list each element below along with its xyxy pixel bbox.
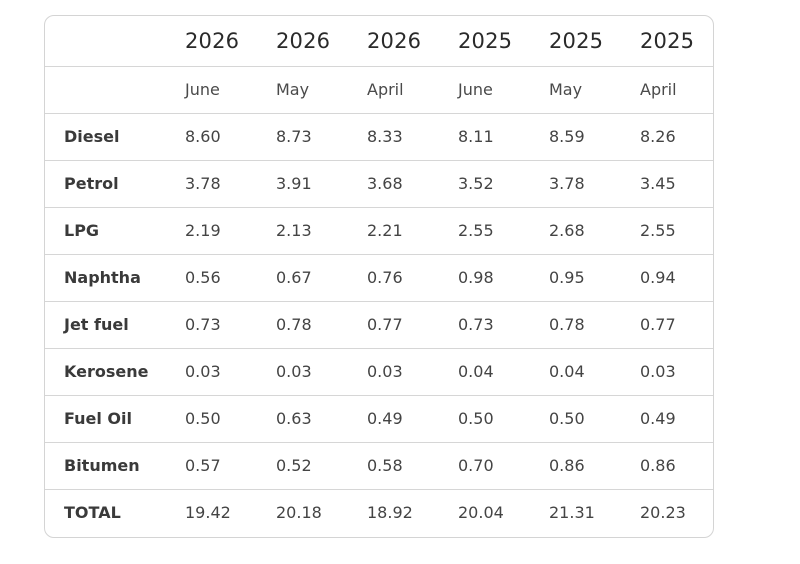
value-cell: 2.19	[185, 221, 221, 240]
value-cell: 0.78	[276, 315, 312, 334]
fuel-consumption-table: 2026 2026 2026 2025 2025 2025 June May A…	[45, 16, 713, 536]
row-label-cell: TOTAL	[64, 503, 121, 523]
value-cell: 0.03	[367, 362, 403, 381]
value-cell: 0.73	[458, 315, 494, 334]
month-header-cell: May	[276, 80, 310, 99]
value-cell: 3.45	[640, 174, 676, 193]
value-cell: 2.55	[458, 221, 494, 240]
value-cell: 0.49	[640, 409, 676, 428]
value-cell: 0.86	[640, 456, 676, 475]
row-label-cell: LPG	[64, 221, 100, 240]
year-header-row: 2026 2026 2026 2025 2025 2025	[45, 16, 713, 66]
month-header-cell: April	[367, 80, 404, 99]
month-header-cell: April	[640, 80, 677, 99]
row-label-cell: Jet fuel	[64, 315, 129, 334]
year-header-cell: 2026	[185, 28, 240, 53]
value-cell: 0.49	[367, 409, 403, 428]
value-cell: 20.18	[276, 503, 322, 523]
table-row: Jet fuel 0.73 0.78 0.77 0.73 0.78 0.77	[45, 301, 713, 348]
row-label-cell: Naphtha	[64, 268, 141, 287]
table-row: Bitumen 0.57 0.52 0.58 0.70 0.86 0.86	[45, 442, 713, 489]
table-row: Naphtha 0.56 0.67 0.76 0.98 0.95 0.94	[45, 254, 713, 301]
value-cell: 0.70	[458, 456, 494, 475]
month-header-cell: June	[185, 80, 220, 99]
year-header-cell: 2026	[367, 28, 422, 53]
value-cell: 3.78	[185, 174, 221, 193]
corner-month-cell	[45, 66, 171, 113]
value-cell: 0.67	[276, 268, 312, 287]
value-cell: 0.56	[185, 268, 221, 287]
value-cell: 8.26	[640, 127, 676, 146]
value-cell: 0.50	[185, 409, 221, 428]
value-cell: 0.77	[640, 315, 676, 334]
value-cell: 18.92	[367, 503, 413, 523]
value-cell: 2.13	[276, 221, 312, 240]
value-cell: 3.78	[549, 174, 585, 193]
year-header-cell: 2026	[276, 28, 331, 53]
month-header-cell: June	[458, 80, 493, 99]
year-header-cell: 2025	[458, 28, 513, 53]
value-cell: 0.58	[367, 456, 403, 475]
value-cell: 0.63	[276, 409, 312, 428]
value-cell: 3.91	[276, 174, 312, 193]
table-row: LPG 2.19 2.13 2.21 2.55 2.68 2.55	[45, 207, 713, 254]
value-cell: 0.95	[549, 268, 585, 287]
table-row: Petrol 3.78 3.91 3.68 3.52 3.78 3.45	[45, 160, 713, 207]
value-cell: 0.78	[549, 315, 585, 334]
value-cell: 19.42	[185, 503, 231, 523]
value-cell: 0.04	[549, 362, 585, 381]
fuel-consumption-table-card: 2026 2026 2026 2025 2025 2025 June May A…	[44, 15, 714, 538]
value-cell: 20.23	[640, 503, 686, 523]
value-cell: 0.52	[276, 456, 312, 475]
year-header-cell: 2025	[640, 28, 695, 53]
row-label-cell: Fuel Oil	[64, 409, 132, 428]
value-cell: 8.11	[458, 127, 494, 146]
value-cell: 20.04	[458, 503, 504, 523]
value-cell: 3.68	[367, 174, 403, 193]
month-header-row: June May April June May April	[45, 66, 713, 113]
value-cell: 0.03	[276, 362, 312, 381]
table-row: TOTAL 19.42 20.18 18.92 20.04 21.31 20.23	[45, 489, 713, 536]
value-cell: 0.57	[185, 456, 221, 475]
table-row: Fuel Oil 0.50 0.63 0.49 0.50 0.50 0.49	[45, 395, 713, 442]
value-cell: 8.60	[185, 127, 221, 146]
value-cell: 0.77	[367, 315, 403, 334]
value-cell: 21.31	[549, 503, 595, 523]
value-cell: 0.94	[640, 268, 676, 287]
value-cell: 0.03	[640, 362, 676, 381]
value-cell: 0.50	[458, 409, 494, 428]
table-row: Kerosene 0.03 0.03 0.03 0.04 0.04 0.03	[45, 348, 713, 395]
value-cell: 8.59	[549, 127, 585, 146]
year-header-cell: 2025	[549, 28, 604, 53]
value-cell: 0.50	[549, 409, 585, 428]
value-cell: 2.21	[367, 221, 403, 240]
corner-header-cell	[45, 16, 171, 66]
row-label-cell: Bitumen	[64, 456, 140, 475]
value-cell: 0.76	[367, 268, 403, 287]
row-label-cell: Kerosene	[64, 362, 149, 381]
value-cell: 0.86	[549, 456, 585, 475]
value-cell: 2.68	[549, 221, 585, 240]
row-label-cell: Petrol	[64, 174, 119, 193]
value-cell: 8.73	[276, 127, 312, 146]
value-cell: 0.04	[458, 362, 494, 381]
value-cell: 2.55	[640, 221, 676, 240]
value-cell: 0.03	[185, 362, 221, 381]
value-cell: 8.33	[367, 127, 403, 146]
value-cell: 0.98	[458, 268, 494, 287]
row-label-cell: Diesel	[64, 127, 120, 146]
value-cell: 3.52	[458, 174, 494, 193]
table-row: Diesel 8.60 8.73 8.33 8.11 8.59 8.26	[45, 113, 713, 160]
value-cell: 0.73	[185, 315, 221, 334]
month-header-cell: May	[549, 80, 583, 99]
